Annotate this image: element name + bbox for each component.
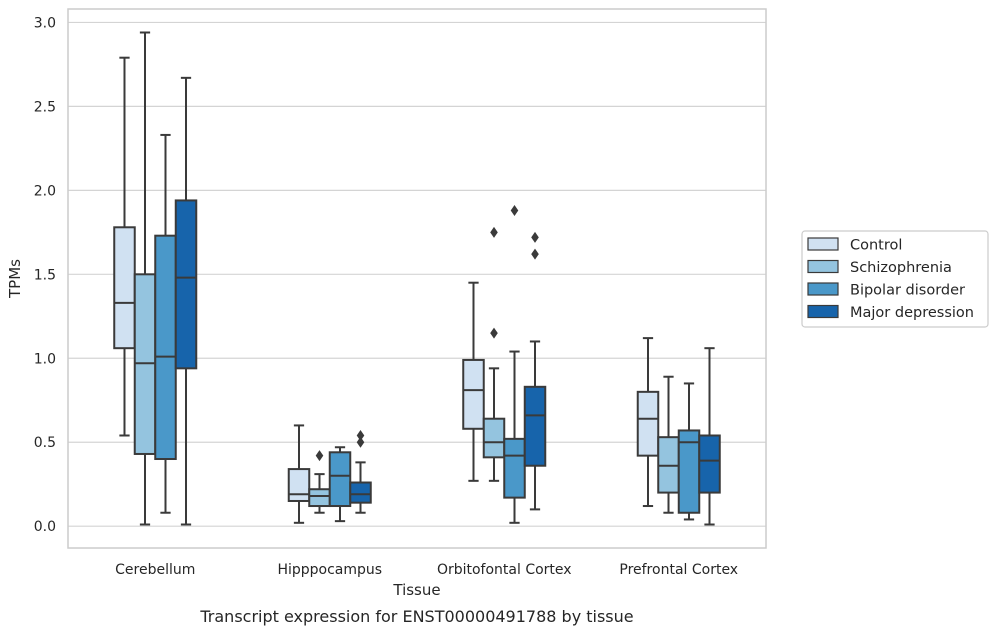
legend: Control Schizophrenia Bipolar disorder Majo…: [801, 230, 989, 328]
outlier-point: [531, 248, 539, 260]
x-axis-label: Tissue: [392, 581, 440, 599]
box-iqr: [154, 234, 177, 461]
legend-item: Major depression: [807, 304, 974, 321]
outlier-point: [510, 204, 519, 216]
legend-swatch: [807, 259, 839, 274]
box-iqr: [349, 481, 372, 504]
box-iqr: [462, 358, 485, 430]
legend-item: Control: [807, 237, 902, 254]
box-0-3: [636, 337, 660, 508]
box-0-1: [287, 424, 311, 524]
boxes: [113, 31, 721, 526]
box-0-2: [462, 281, 485, 482]
box-iqr: [523, 385, 547, 467]
plot-area-frame: [67, 8, 767, 549]
box-iqr: [308, 488, 331, 508]
y-tick-label: 2.5: [34, 99, 56, 115]
box-2-2: [503, 204, 526, 524]
outlier-point: [490, 226, 498, 238]
box-1-0: [133, 31, 157, 526]
box-iqr: [482, 417, 506, 459]
outlier-point: [531, 231, 539, 243]
box-iqr: [174, 199, 198, 370]
legend-label: Control: [850, 238, 902, 254]
x-tick-label: Cerebellum: [115, 562, 195, 578]
box-3-1: [349, 429, 372, 514]
legend-swatch: [807, 304, 839, 319]
x-tick-label: Prefrontal Cortex: [619, 562, 738, 578]
legend-item: Bipolar disorder: [807, 282, 965, 299]
x-tick-label: Hipppocampus: [277, 562, 382, 578]
y-tick-label: 3.0: [34, 15, 56, 31]
box-0-0: [113, 56, 136, 437]
box-3-0: [174, 76, 198, 526]
y-axis-label: TPMs: [6, 259, 24, 299]
legend-label: Schizophrenia: [850, 260, 952, 276]
legend-swatch: [807, 237, 839, 251]
box-2-3: [677, 382, 701, 521]
box-1-3: [657, 375, 680, 514]
outlier-point: [490, 327, 498, 339]
legend-label: Bipolar disorder: [850, 283, 965, 299]
box-1-2: [482, 226, 506, 482]
outlier-point: [356, 436, 365, 448]
legend-frame: [801, 230, 989, 328]
box-3-2: [523, 231, 547, 511]
x-axis-ticks: Cerebellum Hipppocampus Orbitofontal Corte…: [115, 562, 738, 578]
y-tick-label: 1.5: [34, 267, 56, 283]
box-iqr: [503, 437, 526, 499]
y-tick-label: 1.0: [34, 351, 56, 367]
outlier-point: [315, 450, 324, 462]
legend-swatch: [807, 282, 839, 296]
box-3-3: [698, 347, 721, 526]
y-tick-label: 0.5: [34, 435, 56, 451]
chart-caption: Transcript expression for ENST0000049178…: [199, 607, 633, 626]
y-tick-label: 2.0: [34, 183, 56, 199]
box-2-0: [154, 133, 177, 514]
outlier-point: [356, 429, 365, 441]
box-iqr: [113, 226, 136, 350]
box-1-1: [308, 450, 331, 514]
box-2-1: [328, 446, 352, 523]
x-tick-label: Orbitofontal Cortex: [437, 562, 572, 578]
box-iqr: [328, 451, 352, 508]
legend-label: Major depression: [850, 305, 974, 321]
box-iqr: [287, 468, 311, 502]
legend-item: Schizophrenia: [807, 259, 952, 276]
y-tick-label: 0.0: [34, 519, 56, 535]
y-axis-ticks: 0.0 0.5 1.0 1.5 2.0 2.5 3.0: [34, 15, 56, 535]
box-iqr: [636, 390, 660, 457]
box-iqr: [698, 434, 721, 494]
